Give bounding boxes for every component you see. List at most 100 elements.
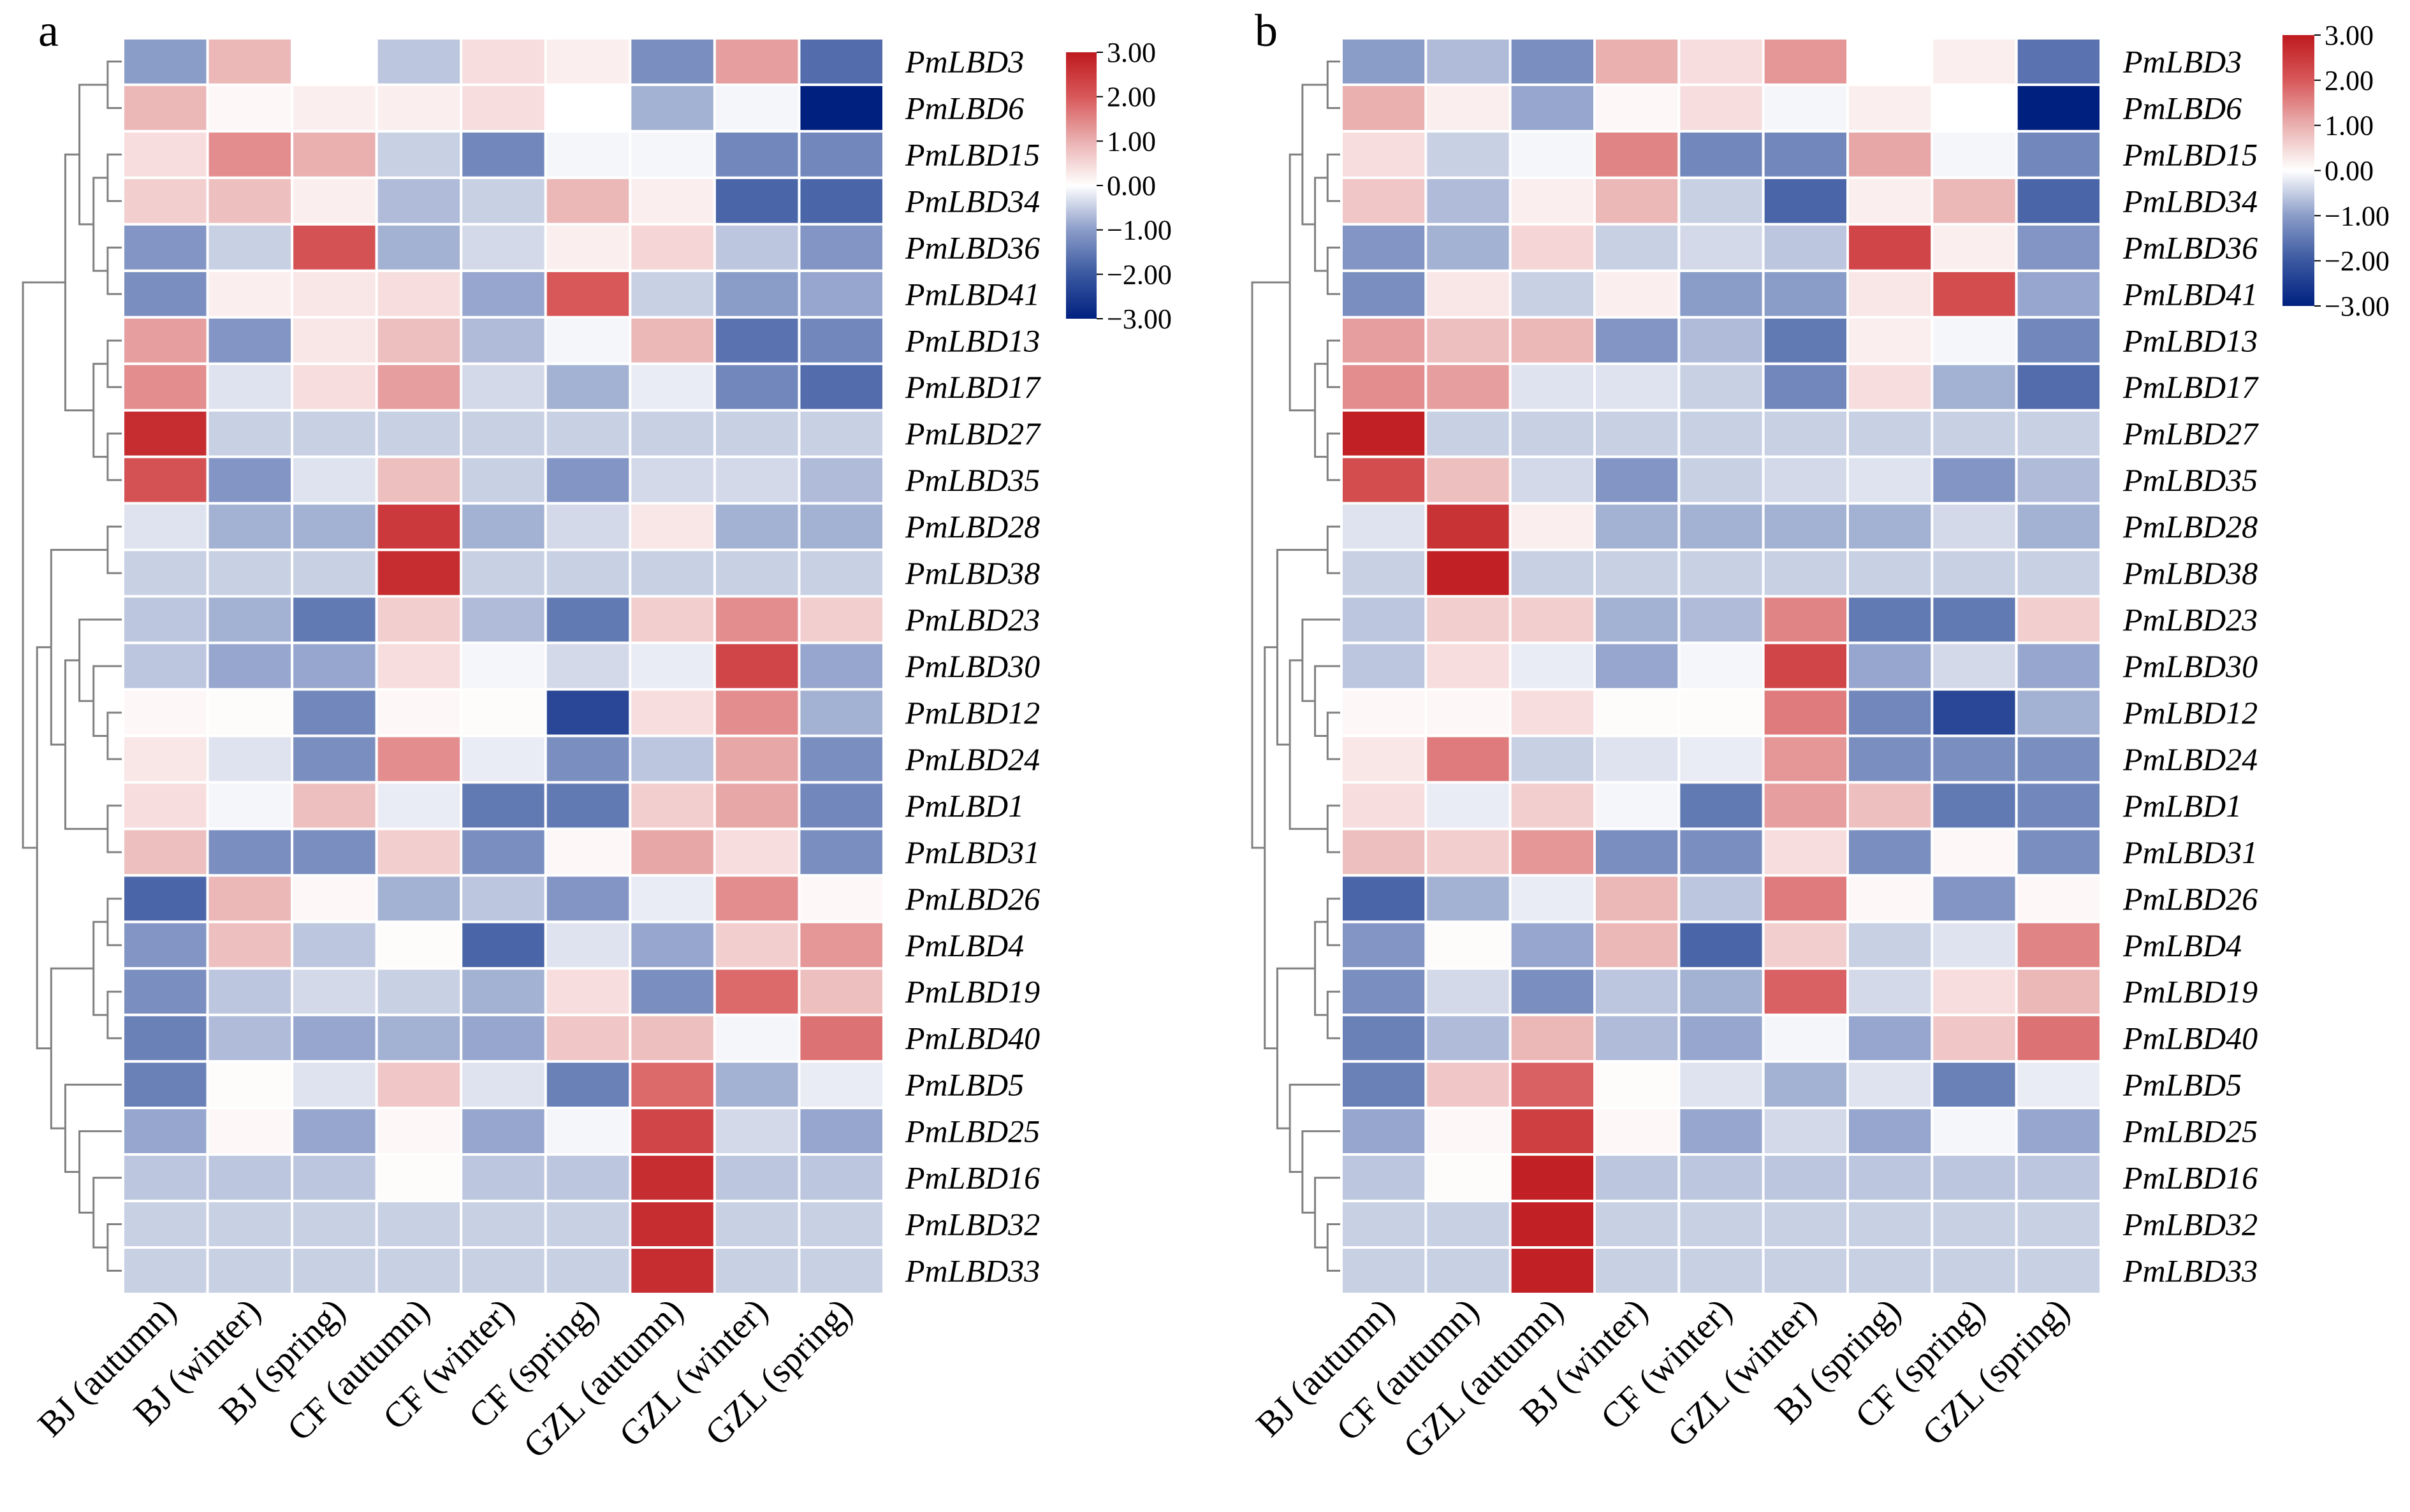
dendrogram-branch	[106, 991, 122, 1040]
heatmap-cell	[1508, 548, 1596, 598]
heatmap-cell	[1593, 641, 1681, 691]
row-label: PmLBD40	[2122, 1021, 2258, 1056]
heatmap-cell	[1677, 362, 1765, 412]
heatmap-cell	[713, 781, 801, 831]
heatmap-cell	[1762, 176, 1850, 226]
row-label: PmLBD3	[2122, 43, 2242, 79]
heatmap-cell	[375, 1246, 463, 1295]
heatmap-cell	[629, 83, 716, 133]
heatmap-cell	[798, 967, 886, 1017]
heatmap-cell	[1340, 1153, 1428, 1203]
heatmap-cell	[375, 37, 463, 86]
heatmap-cell	[1762, 1246, 1850, 1295]
dendrogram-branch	[50, 967, 94, 1130]
heatmap-cell	[1677, 502, 1765, 551]
heatmap-cell	[798, 641, 886, 691]
heatmap-cell	[713, 1153, 801, 1203]
heatmap-cell	[544, 176, 632, 226]
heatmap-cell	[460, 595, 547, 644]
row-label: PmLBD33	[905, 1253, 1040, 1289]
dendrogram-branch	[1289, 1084, 1340, 1173]
row-label: PmLBD23	[905, 602, 1040, 637]
heatmap-cell	[544, 409, 632, 458]
heatmap-cell	[798, 455, 886, 505]
heatmap-cell	[798, 595, 886, 644]
heatmap-cell	[460, 781, 547, 831]
heatmap-cell	[1677, 641, 1765, 691]
heatmap-cell	[544, 362, 632, 412]
heatmap-cell	[1593, 548, 1681, 598]
heatmap-cell	[1762, 1153, 1850, 1203]
heatmap-cell	[460, 874, 547, 924]
heatmap-cell	[798, 1246, 886, 1295]
row-label: PmLBD27	[2122, 416, 2259, 451]
dendrogram-branch	[78, 618, 122, 702]
heatmap-cell	[1340, 1200, 1428, 1249]
heatmap-cell	[460, 1107, 547, 1156]
heatmap-cell	[1340, 1246, 1428, 1295]
heatmap-cell	[291, 595, 378, 644]
colorbar-gradient	[1066, 52, 1097, 319]
heatmap-cell	[375, 967, 463, 1017]
heatmap-cell	[2015, 222, 2103, 272]
heatmap-cell	[1846, 316, 1934, 365]
heatmap-cell	[544, 781, 632, 831]
row-label: PmLBD6	[2122, 90, 2242, 126]
heatmap-cell	[1677, 1107, 1765, 1156]
dendrogram-branch	[1264, 646, 1278, 1050]
heatmap-cell	[1508, 176, 1596, 226]
row-label: PmLBD4	[905, 927, 1024, 963]
heatmap-cell	[1424, 920, 1512, 970]
heatmap-cell	[1424, 827, 1512, 877]
heatmap-cell	[1931, 1153, 2018, 1203]
row-label: PmLBD40	[905, 1021, 1040, 1056]
heatmap-cell	[1762, 1014, 1850, 1063]
heatmap-cell	[1593, 1153, 1681, 1203]
row-label: PmLBD41	[905, 276, 1040, 312]
heatmap-cell	[1677, 827, 1765, 877]
heatmap-cell	[1340, 269, 1428, 319]
heatmap-cell	[1340, 641, 1428, 691]
row-label: PmLBD41	[2122, 276, 2258, 312]
heatmap-cell	[2015, 1153, 2103, 1203]
heatmap-cell	[629, 874, 716, 924]
heatmap-cell	[1931, 1107, 2018, 1156]
heatmap-cell	[1340, 1107, 1428, 1156]
heatmap-cell	[122, 734, 209, 784]
heatmap-cell	[122, 920, 209, 970]
colorbar-tick-label: 2.00	[2325, 65, 2374, 96]
heatmap-cell	[1846, 409, 1934, 458]
heatmap-cell	[544, 269, 632, 319]
heatmap-cell	[544, 548, 632, 598]
row-label: PmLBD4	[2122, 927, 2242, 963]
heatmap-cell	[544, 502, 632, 551]
heatmap-cell	[1593, 781, 1681, 831]
heatmap-cell	[375, 781, 463, 831]
heatmap-cell	[2015, 967, 2103, 1017]
heatmap-cell	[1508, 1014, 1596, 1063]
heatmap-cell	[1931, 967, 2018, 1017]
heatmap-cell	[1340, 1060, 1428, 1110]
heatmap-cell	[122, 455, 209, 505]
heatmap-cell	[1762, 920, 1850, 970]
heatmap-cell	[1508, 734, 1596, 784]
heatmap-cell	[1762, 734, 1850, 784]
heatmap-cell	[206, 967, 294, 1017]
heatmap-cell	[544, 641, 632, 691]
heatmap-cell	[1931, 734, 2018, 784]
row-label: PmLBD32	[905, 1207, 1040, 1242]
dendrogram-branch	[1326, 60, 1340, 109]
heatmap-cell	[713, 316, 801, 365]
heatmap-cell	[2015, 316, 2103, 365]
colorbar-tick-label: 3.00	[2325, 20, 2374, 51]
heatmap-cell	[375, 455, 463, 505]
heatmap-cell	[1424, 129, 1512, 179]
heatmap-cell	[206, 1153, 294, 1203]
dendrogram-branch	[1326, 339, 1340, 388]
heatmap-cell	[460, 920, 547, 970]
row-label: PmLBD24	[905, 741, 1040, 777]
heatmap-cell	[1846, 548, 1934, 598]
heatmap-cell	[1846, 967, 1934, 1017]
heatmap-cell	[375, 362, 463, 412]
